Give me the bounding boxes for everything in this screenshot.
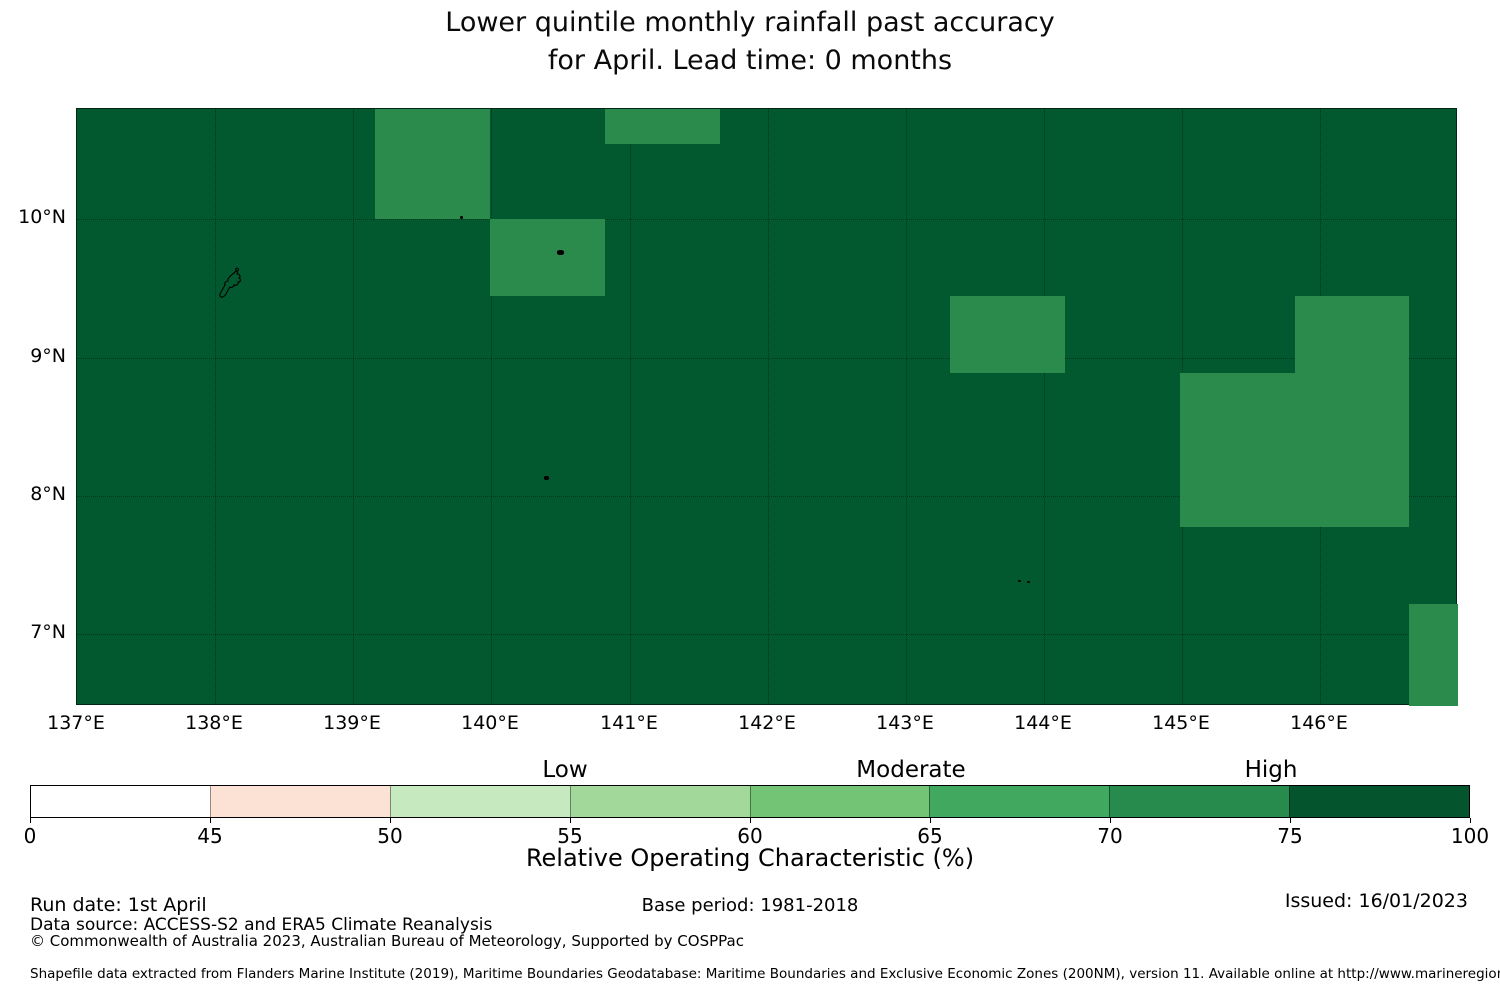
colorbar-tick-label: 45 — [197, 824, 223, 848]
latitude-gridline — [77, 358, 1456, 359]
base-period-text: Base period: 1981-2018 — [641, 895, 859, 916]
run-date-text: Run date: 1st April — [30, 894, 207, 916]
x-axis-tick-label: 141°E — [600, 712, 658, 734]
colorbar-tick-mark — [30, 818, 31, 823]
accuracy-cell — [1180, 373, 1295, 527]
accuracy-cell — [605, 109, 720, 144]
colorbar-segment — [209, 786, 390, 817]
longitude-gridline — [906, 109, 907, 704]
y-axis-tick-label: 9°N — [30, 345, 66, 367]
colorbar-tick-label: 70 — [1097, 824, 1123, 848]
colorbar-tick-mark — [390, 818, 391, 823]
shapefile-note-text: Shapefile data extracted from Flanders M… — [30, 966, 1500, 982]
small-island-mark — [557, 250, 564, 255]
colorbar-tick-mark — [930, 818, 931, 823]
data-source-text: Data source: ACCESS-S2 and ERA5 Climate … — [30, 915, 493, 935]
accuracy-cell — [1295, 296, 1409, 527]
colorbar-tick-label: 65 — [917, 824, 943, 848]
x-axis-tick-label: 145°E — [1152, 712, 1210, 734]
latitude-gridline — [77, 496, 1456, 497]
x-axis-tick-label: 137°E — [47, 712, 105, 734]
colorbar-tick-label: 0 — [23, 824, 37, 848]
colorbar-tick-label: 60 — [737, 824, 763, 848]
longitude-gridline — [630, 109, 631, 704]
longitude-gridline — [768, 109, 769, 704]
y-axis-tick-label: 7°N — [30, 621, 66, 643]
colorbar-tick-mark — [750, 818, 751, 823]
colorbar-tick-label: 55 — [557, 824, 583, 848]
colorbar-segment — [31, 786, 210, 817]
colorbar — [30, 785, 1470, 818]
longitude-gridline — [353, 109, 354, 704]
x-axis-tick-label: 144°E — [1014, 712, 1072, 734]
colorbar-tick-mark — [210, 818, 211, 823]
colorbar-tick-label: 50 — [377, 824, 403, 848]
palau-islands-outline — [219, 267, 241, 298]
colorbar-segment — [1289, 786, 1469, 817]
colorbar-segment — [929, 786, 1110, 817]
issued-date-text: Issued: 16/01/2023 — [1284, 890, 1468, 912]
colorbar-tick-label: 75 — [1277, 824, 1303, 848]
colorbar-category-label: Moderate — [856, 757, 966, 783]
x-axis-tick-label: 139°E — [323, 712, 381, 734]
y-axis-tick-label: 10°N — [18, 206, 66, 228]
chart-title-line1: Lower quintile monthly rainfall past acc… — [445, 7, 1055, 38]
accuracy-cell — [375, 109, 490, 219]
colorbar-segment — [749, 786, 930, 817]
x-axis-tick-label: 140°E — [461, 712, 519, 734]
colorbar-segment — [569, 786, 750, 817]
y-axis-tick-label: 8°N — [30, 483, 66, 505]
latitude-gridline — [77, 219, 1456, 220]
map-plot-area — [76, 108, 1458, 706]
colorbar-category-label: High — [1244, 757, 1298, 783]
colorbar-segment — [389, 786, 570, 817]
x-axis-tick-label: 138°E — [185, 712, 243, 734]
x-axis-tick-label: 146°E — [1290, 712, 1348, 734]
accuracy-cell — [490, 219, 605, 296]
chart-title-line2: for April. Lead time: 0 months — [547, 45, 953, 76]
small-island-mark — [1027, 581, 1030, 583]
longitude-gridline — [1044, 109, 1045, 704]
small-island-mark — [460, 216, 463, 219]
small-island-mark — [544, 476, 549, 480]
small-island-mark — [1018, 580, 1021, 582]
colorbar-tick-mark — [570, 818, 571, 823]
colorbar-tick-mark — [1470, 818, 1471, 823]
copyright-text: © Commonwealth of Australia 2023, Austra… — [30, 932, 744, 950]
x-axis-tick-label: 143°E — [876, 712, 934, 734]
x-axis-tick-label: 142°E — [738, 712, 796, 734]
accuracy-cell — [1409, 604, 1458, 706]
colorbar-axis-label: Relative Operating Characteristic (%) — [525, 844, 975, 872]
latitude-gridline — [77, 634, 1456, 635]
colorbar-tick-mark — [1290, 818, 1291, 823]
colorbar-tick-label: 100 — [1450, 824, 1490, 848]
colorbar-segment — [1109, 786, 1290, 817]
longitude-gridline — [491, 109, 492, 704]
colorbar-tick-mark — [1110, 818, 1111, 823]
longitude-gridline — [215, 109, 216, 704]
colorbar-category-label: Low — [542, 757, 588, 783]
accuracy-cell — [950, 296, 1065, 373]
